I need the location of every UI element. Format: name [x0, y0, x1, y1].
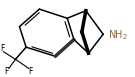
- Text: F: F: [28, 67, 32, 76]
- Text: F: F: [4, 67, 8, 76]
- Text: NH$_2$: NH$_2$: [108, 28, 128, 42]
- Text: F: F: [0, 44, 4, 53]
